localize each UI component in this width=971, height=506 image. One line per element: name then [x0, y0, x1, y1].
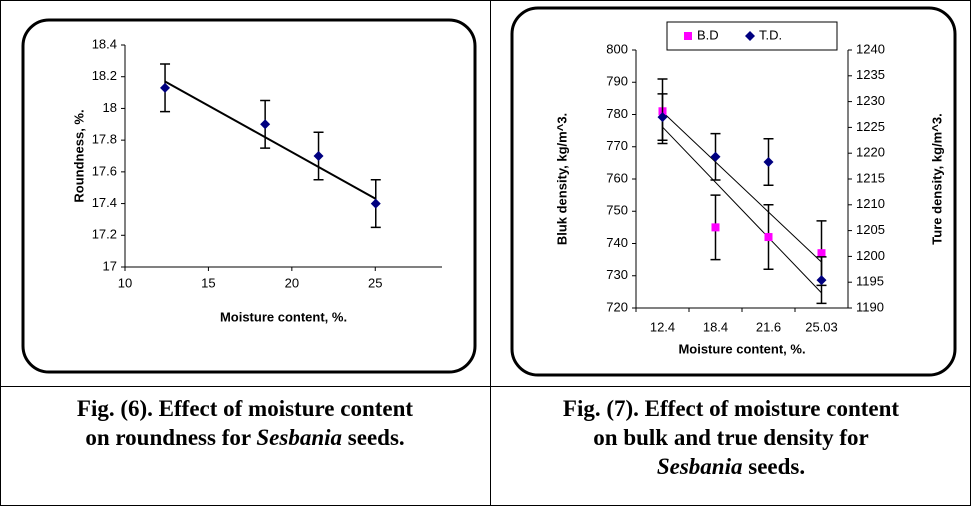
legend-marker	[745, 31, 755, 41]
trendline	[662, 111, 822, 263]
y2-tick-label: 1195	[856, 274, 884, 289]
y-tick-label: 17.6	[92, 163, 117, 178]
y2-tick-label: 1225	[856, 119, 885, 134]
y-tick-label: 18	[103, 100, 117, 115]
caption-text: on roundness for	[85, 425, 257, 450]
chart-frame	[21, 18, 477, 374]
legend-marker	[684, 32, 692, 40]
caption-text: on bulk and true density for	[593, 425, 869, 450]
caption-line: Sesbania seeds.	[491, 452, 971, 481]
caption: Fig. (6). Effect of moisture content on r…	[0, 394, 490, 452]
caption-italic: Sesbania	[656, 454, 743, 479]
caption-line: on bulk and true density for	[491, 423, 971, 452]
y2-tick-label: 1215	[856, 170, 885, 185]
y-tick-label: 17.8	[92, 132, 117, 147]
y-axis-label: Bluk density, kg/m^3.	[554, 113, 569, 245]
y-tick-label: 18.2	[92, 68, 117, 83]
y-tick-label: 800	[606, 41, 628, 56]
row-divider	[0, 386, 971, 387]
y2-tick-label: 1205	[856, 222, 885, 237]
legend-label: B.D	[697, 27, 719, 42]
caption-text: Fig. (7). Effect of moisture content	[562, 396, 900, 421]
y2-tick-label: 1230	[856, 93, 885, 108]
marker	[160, 82, 171, 93]
y-tick-label: 740	[606, 235, 628, 250]
trendline	[662, 126, 822, 294]
chart-frame	[510, 6, 957, 377]
marker	[657, 112, 668, 123]
marker	[816, 275, 827, 286]
x-tick-label: 20	[285, 275, 299, 290]
marker	[260, 119, 271, 130]
y2-tick-label: 1235	[856, 67, 885, 82]
y-tick-label: 720	[606, 299, 628, 314]
y2-axis-label: Ture density, kg/m^3.	[929, 113, 944, 244]
x-tick-label: 15	[201, 275, 215, 290]
marker	[710, 151, 721, 162]
x-axis-label: Moisture content, %.	[678, 341, 805, 356]
marker	[313, 151, 324, 161]
x-tick-label: 12.4	[650, 319, 675, 334]
y2-tick-label: 1190	[856, 299, 884, 314]
y-tick-label: 17	[103, 258, 117, 273]
marker	[370, 198, 381, 209]
y-tick-label: 17.2	[92, 227, 117, 242]
y-tick-label: 780	[606, 106, 628, 121]
x-tick-label: 18.4	[703, 319, 728, 334]
caption-text: seeds.	[742, 454, 806, 479]
charts: 17 17.2 17.4 17.6 17.8 18 18.2 18.4 10 15 20 25 Mois…	[21, 6, 957, 377]
cell-divider	[490, 0, 491, 506]
y-tick-label: 17.4	[92, 195, 117, 210]
x-tick-label: 21.6	[756, 319, 781, 334]
marker	[817, 249, 826, 258]
y-tick-label: 760	[606, 170, 628, 185]
y-tick-label: 18.4	[92, 36, 117, 51]
trendline	[164, 80, 377, 200]
x-axis-label: Moisture content, %.	[220, 309, 347, 324]
caption-italic: Sesbania	[256, 425, 343, 450]
x-tick-label: 10	[118, 275, 132, 290]
caption-text: Fig. (6). Effect of moisture content	[76, 396, 414, 421]
y-tick-label: 730	[606, 267, 628, 282]
caption-line: on roundness for Sesbania seeds.	[0, 423, 490, 452]
caption: Fig. (7). Effect of moisture content on b…	[491, 394, 971, 481]
y-tick-label: 770	[606, 138, 628, 153]
caption-text: seeds.	[342, 425, 405, 450]
y2-tick-label: 1200	[856, 248, 885, 263]
marker	[763, 156, 774, 167]
marker	[711, 223, 720, 232]
caption-line: Fig. (7). Effect of moisture content	[491, 394, 971, 423]
caption-line: Fig. (6). Effect of moisture content	[0, 394, 490, 423]
x-tick-label: 25	[368, 275, 382, 290]
x-tick-label: 25.03	[805, 319, 838, 334]
y-axis-label: Roundness, %.	[71, 109, 86, 202]
y-tick-label: 750	[606, 203, 628, 218]
legend-label: T.D.	[759, 27, 782, 42]
marker	[764, 233, 773, 242]
y2-tick-label: 1220	[856, 145, 885, 160]
y2-tick-label: 1210	[856, 196, 885, 211]
y-tick-label: 790	[606, 74, 628, 89]
y2-tick-label: 1240	[856, 41, 885, 56]
